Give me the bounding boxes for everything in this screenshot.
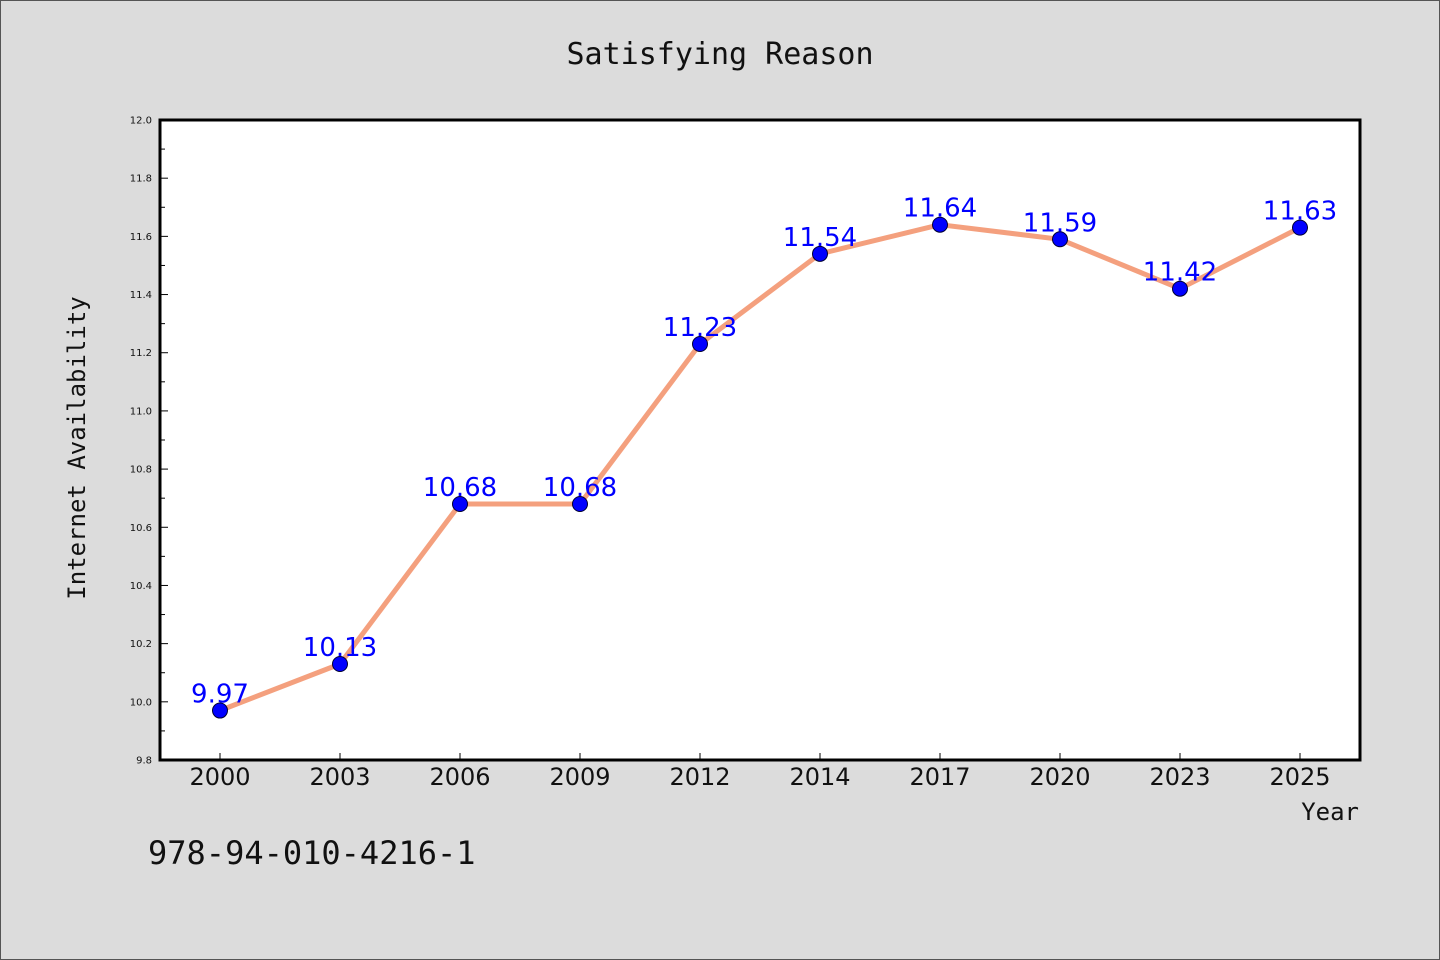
x-axis-label: Year bbox=[1301, 798, 1359, 826]
x-tick-label: 2023 bbox=[1149, 763, 1210, 791]
data-point-label: 11.63 bbox=[1263, 197, 1337, 227]
y-axis: 9.8 10.0 10.2 10.4 10.6 10.8 11.0 11.2 11.4 11.6 1… bbox=[130, 116, 168, 767]
data-point-label: 10.68 bbox=[543, 473, 617, 503]
y-tick-label: 11.8 bbox=[130, 174, 152, 185]
data-point-label: 10.68 bbox=[423, 473, 497, 503]
y-tick-label: 10.2 bbox=[130, 639, 152, 650]
y-tick-label: 10.0 bbox=[130, 697, 152, 708]
data-labels: 9.97 10.13 10.68 10.68 11.23 11.54 11.64 11.59 1… bbox=[191, 194, 1337, 710]
data-point-marker bbox=[212, 702, 228, 719]
x-tick-label: 2000 bbox=[189, 763, 250, 791]
data-point-label: 10.13 bbox=[303, 633, 377, 663]
series-markers bbox=[212, 216, 1308, 719]
x-tick-label: 2012 bbox=[669, 763, 730, 791]
y-tick-label: 11.2 bbox=[130, 348, 152, 359]
x-tick-label: 2025 bbox=[1269, 763, 1330, 791]
x-axis: 2000 2003 2006 2009 2012 2014 2017 2020 2023 2025 bbox=[189, 753, 1331, 791]
data-point-label: 11.59 bbox=[1023, 208, 1097, 238]
x-tick-label: 2006 bbox=[429, 763, 490, 791]
isbn-text: 978-94-010-4216-1 bbox=[148, 834, 476, 872]
data-point-label: 11.42 bbox=[1143, 258, 1217, 288]
y-tick-label: 11.6 bbox=[130, 232, 152, 243]
y-tick-label: 11.4 bbox=[130, 290, 152, 301]
data-point-marker bbox=[932, 216, 948, 233]
data-point-marker bbox=[1172, 280, 1188, 297]
x-tick-label: 2014 bbox=[789, 763, 850, 791]
data-point-marker bbox=[812, 245, 828, 262]
data-point-marker bbox=[332, 656, 348, 672]
y-tick-label: 9.8 bbox=[136, 756, 152, 767]
x-tick-label: 2003 bbox=[309, 763, 370, 791]
series-line bbox=[219, 222, 1302, 713]
y-tick-label: 12.0 bbox=[130, 116, 152, 127]
y-tick-label: 10.6 bbox=[130, 523, 152, 534]
data-point-marker bbox=[1052, 231, 1068, 248]
y-tick-label: 10.8 bbox=[130, 465, 152, 476]
data-point-marker bbox=[572, 496, 588, 512]
plot-area bbox=[158, 118, 1362, 762]
x-tick-label: 2009 bbox=[549, 763, 610, 791]
y-axis-label: Internet Availability bbox=[63, 296, 91, 599]
x-tick-label: 2020 bbox=[1029, 763, 1090, 791]
data-point-marker bbox=[692, 336, 708, 352]
y-tick-label: 10.4 bbox=[130, 581, 152, 592]
data-point-label: 9.97 bbox=[191, 680, 249, 710]
data-point-label: 11.54 bbox=[783, 223, 857, 253]
data-point-marker bbox=[452, 496, 468, 512]
data-point-label: 11.64 bbox=[903, 194, 977, 224]
data-point-marker bbox=[1292, 219, 1308, 236]
y-tick-label: 11.0 bbox=[130, 406, 152, 417]
x-tick-label: 2017 bbox=[909, 763, 970, 791]
chart-title: Satisfying Reason bbox=[566, 37, 873, 72]
data-point-label: 11.23 bbox=[663, 313, 737, 343]
